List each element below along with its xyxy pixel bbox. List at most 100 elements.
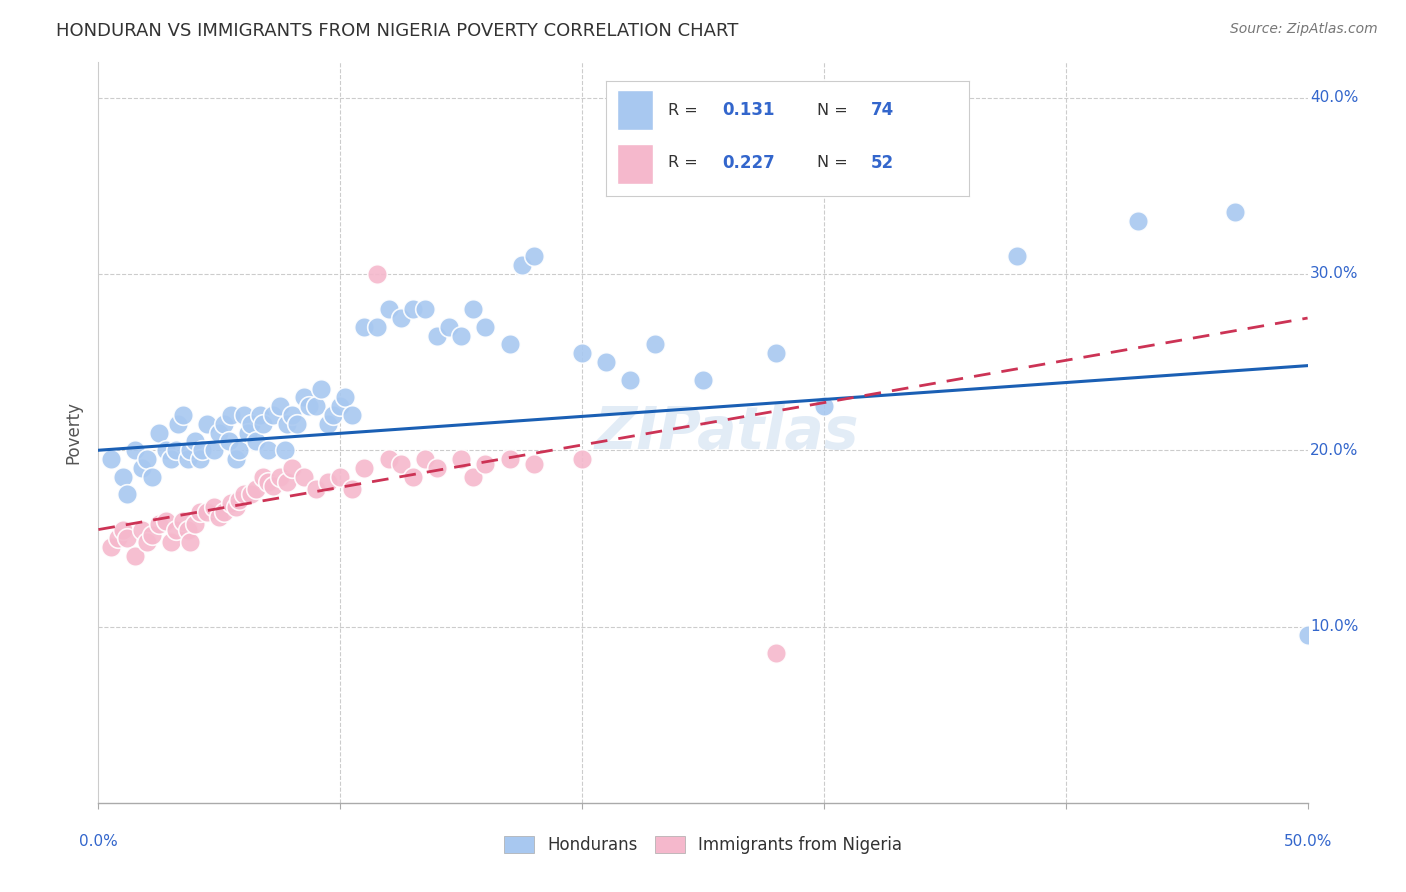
Point	[366, 267, 388, 281]
Text: 50.0%: 50.0%	[1284, 834, 1331, 849]
Point	[329, 399, 352, 413]
Point	[262, 478, 284, 492]
Point	[389, 311, 412, 326]
Point	[413, 302, 436, 317]
Point	[273, 443, 295, 458]
Point	[195, 505, 218, 519]
Point	[389, 458, 412, 472]
Point	[100, 540, 122, 554]
Point	[155, 514, 177, 528]
Point	[353, 461, 375, 475]
Point	[450, 328, 472, 343]
Point	[117, 487, 139, 501]
Point	[474, 319, 496, 334]
Point	[571, 452, 593, 467]
Point	[135, 452, 157, 467]
Point	[117, 532, 139, 546]
Point	[342, 408, 364, 422]
Point	[276, 417, 298, 431]
Point	[212, 505, 235, 519]
Point	[124, 443, 146, 458]
Point	[269, 399, 291, 413]
Point	[256, 443, 278, 458]
Point	[188, 505, 211, 519]
Point	[692, 373, 714, 387]
Point	[523, 249, 546, 263]
Point	[252, 469, 274, 483]
Point	[366, 319, 388, 334]
Point	[1128, 214, 1150, 228]
Point	[135, 535, 157, 549]
Point	[329, 469, 352, 483]
Point	[172, 514, 194, 528]
Y-axis label: Poverty: Poverty	[65, 401, 83, 464]
Point	[1309, 373, 1331, 387]
Point	[184, 517, 207, 532]
Text: 0.0%: 0.0%	[79, 834, 118, 849]
Point	[167, 417, 190, 431]
Point	[238, 425, 260, 440]
Point	[292, 469, 315, 483]
Point	[316, 417, 339, 431]
Point	[377, 452, 399, 467]
Point	[160, 535, 183, 549]
Point	[179, 535, 201, 549]
Point	[204, 443, 226, 458]
Point	[298, 399, 321, 413]
Point	[204, 500, 226, 514]
Point	[124, 549, 146, 563]
Point	[305, 482, 328, 496]
Point	[595, 355, 617, 369]
Point	[208, 425, 231, 440]
Point	[285, 417, 308, 431]
Point	[148, 517, 170, 532]
Point	[765, 646, 787, 660]
Text: 40.0%: 40.0%	[1310, 90, 1358, 105]
Point	[322, 408, 344, 422]
Point	[179, 443, 201, 458]
Point	[765, 346, 787, 360]
Point	[276, 475, 298, 489]
Point	[221, 408, 243, 422]
Point	[184, 434, 207, 449]
Point	[305, 399, 328, 413]
Point	[256, 475, 278, 489]
Point	[342, 482, 364, 496]
Point	[333, 390, 356, 404]
Point	[131, 523, 153, 537]
Point	[177, 523, 200, 537]
Point	[191, 443, 214, 458]
Point	[225, 500, 247, 514]
Point	[402, 302, 425, 317]
Point	[111, 523, 134, 537]
Point	[498, 337, 520, 351]
Point	[1223, 205, 1246, 219]
Point	[281, 461, 304, 475]
Point	[188, 452, 211, 467]
Point	[141, 469, 163, 483]
Point	[172, 408, 194, 422]
Point	[160, 452, 183, 467]
Point	[498, 452, 520, 467]
Point	[523, 458, 546, 472]
Point	[437, 319, 460, 334]
Text: HONDURAN VS IMMIGRANTS FROM NIGERIA POVERTY CORRELATION CHART: HONDURAN VS IMMIGRANTS FROM NIGERIA POVE…	[56, 22, 738, 40]
Point	[402, 469, 425, 483]
Text: 20.0%: 20.0%	[1310, 442, 1358, 458]
Point	[353, 319, 375, 334]
Point	[252, 417, 274, 431]
Point	[571, 346, 593, 360]
Point	[426, 461, 449, 475]
Point	[221, 496, 243, 510]
Point	[165, 523, 187, 537]
Point	[232, 408, 254, 422]
Text: 10.0%: 10.0%	[1310, 619, 1358, 634]
Point	[463, 469, 485, 483]
Point	[218, 434, 240, 449]
Point	[813, 399, 835, 413]
Point	[644, 337, 666, 351]
Text: ZIPatlas: ZIPatlas	[595, 404, 859, 461]
Point	[474, 458, 496, 472]
Point	[292, 390, 315, 404]
Point	[228, 492, 250, 507]
